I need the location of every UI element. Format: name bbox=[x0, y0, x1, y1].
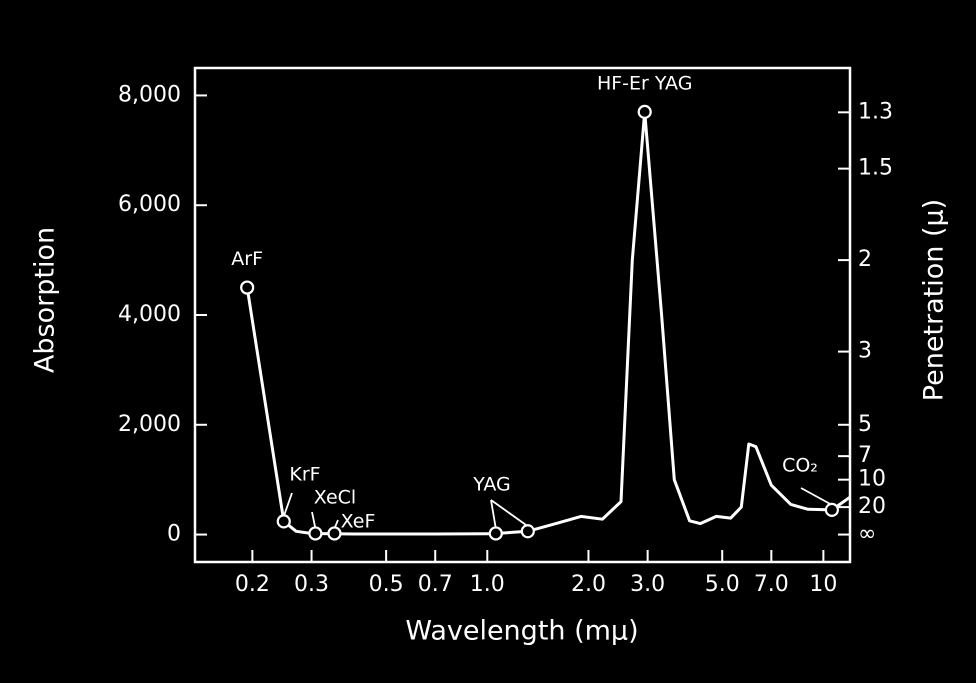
laser-point bbox=[276, 514, 291, 529]
laser-point bbox=[637, 104, 652, 120]
laser-point bbox=[240, 280, 255, 295]
x-tick-label: 1.0 bbox=[470, 572, 505, 597]
y-tick-label: 2,000 bbox=[118, 412, 181, 437]
x-tick-label: 0.7 bbox=[418, 572, 453, 597]
x-tick-label: 0.3 bbox=[294, 572, 329, 597]
pointer bbox=[800, 487, 833, 506]
y-axis-title: Absorption bbox=[30, 227, 61, 373]
y2-tick-label: 1.3 bbox=[858, 99, 893, 124]
x-axis-title: Wavelength (mμ) bbox=[405, 616, 638, 647]
pointer bbox=[311, 511, 317, 529]
x-tick-label: 10 bbox=[809, 572, 837, 597]
pointer bbox=[490, 499, 497, 529]
laser-label: XeCl bbox=[314, 487, 356, 509]
x-tick-label: 3.0 bbox=[630, 572, 665, 597]
laser-label: XeF bbox=[341, 511, 376, 533]
laser-point bbox=[327, 526, 342, 541]
pointer bbox=[282, 492, 293, 517]
laser-label: HF-Er YAG bbox=[597, 72, 692, 94]
x-tick-label: 7.0 bbox=[754, 572, 789, 597]
laser-point bbox=[308, 526, 323, 541]
laser-point bbox=[520, 524, 535, 539]
y2-tick-label: 5 bbox=[858, 412, 872, 437]
y-tick-label: 8,000 bbox=[118, 82, 181, 107]
laser-label: ArF bbox=[231, 248, 263, 270]
y-tick-label: 6,000 bbox=[118, 192, 181, 217]
pointer bbox=[490, 499, 529, 527]
x-tick-label: 2.0 bbox=[571, 572, 606, 597]
laser-point bbox=[488, 526, 503, 541]
y-tick-label: 4,000 bbox=[118, 302, 181, 327]
y2-tick-label: 20 bbox=[858, 494, 886, 519]
laser-label: YAG bbox=[472, 474, 511, 496]
laser-label: CO₂ bbox=[782, 455, 818, 477]
x-tick-label: 0.5 bbox=[369, 572, 404, 597]
y2-tick-label: 7 bbox=[858, 443, 872, 468]
x-tick-label: 5.0 bbox=[705, 572, 740, 597]
y2-tick-label: 10 bbox=[858, 467, 886, 492]
y2-tick-label: 2 bbox=[858, 247, 872, 272]
y-tick-label: 0 bbox=[167, 522, 181, 547]
y2-tick-label: 1.5 bbox=[858, 156, 893, 181]
laser-label: KrF bbox=[289, 464, 320, 486]
x-tick-label: 0.2 bbox=[235, 572, 270, 597]
y2-tick-label: 3 bbox=[858, 339, 872, 364]
laser-point bbox=[824, 502, 839, 517]
y2-tick-label: ∞ bbox=[858, 522, 876, 547]
y2-axis-title: Penetration (μ) bbox=[919, 199, 950, 401]
